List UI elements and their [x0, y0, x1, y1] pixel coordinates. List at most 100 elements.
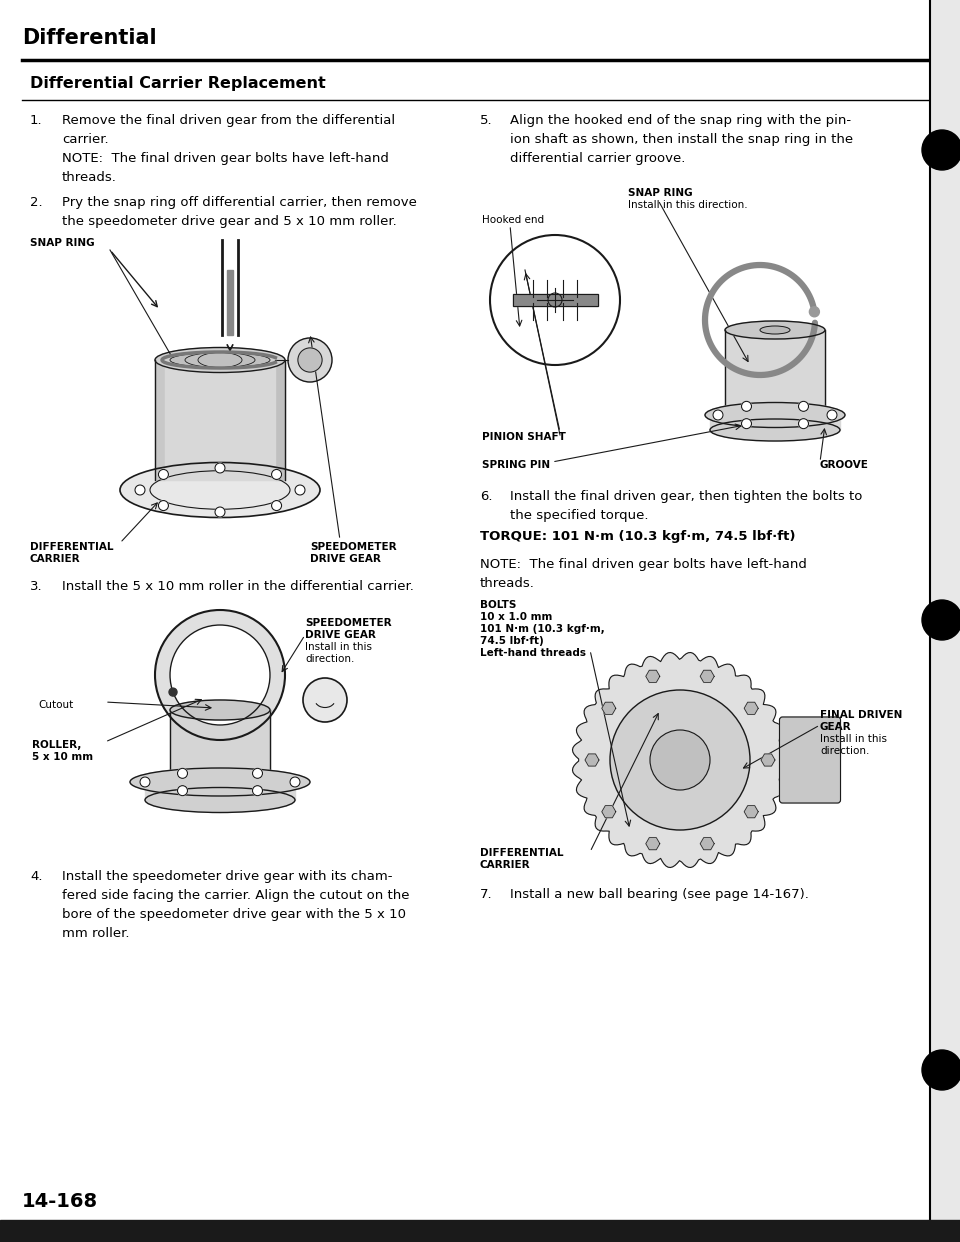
Text: Differential Carrier Replacement: Differential Carrier Replacement	[30, 76, 325, 91]
Text: direction.: direction.	[305, 655, 354, 664]
Polygon shape	[170, 710, 270, 800]
Circle shape	[215, 507, 225, 517]
Text: Install in this direction.: Install in this direction.	[628, 200, 748, 210]
Text: SPEEDOMETER: SPEEDOMETER	[310, 542, 396, 551]
Polygon shape	[744, 806, 758, 817]
Text: 74.5 lbf·ft): 74.5 lbf·ft)	[480, 636, 543, 646]
Bar	[930, 0, 960, 1242]
Text: 2.: 2.	[30, 196, 42, 209]
Circle shape	[713, 410, 723, 420]
Circle shape	[252, 769, 262, 779]
Text: 3.: 3.	[30, 580, 42, 592]
Ellipse shape	[170, 353, 270, 368]
Text: 6.: 6.	[480, 491, 492, 503]
Text: DRIVE GEAR: DRIVE GEAR	[310, 554, 381, 564]
Circle shape	[650, 730, 710, 790]
Text: SNAP RING: SNAP RING	[628, 188, 692, 197]
Text: Remove the final driven gear from the differential
carrier.: Remove the final driven gear from the di…	[62, 114, 396, 147]
Text: TORQUE: 101 N·m (10.3 kgf·m, 74.5 lbf·ft): TORQUE: 101 N·m (10.3 kgf·m, 74.5 lbf·ft…	[480, 530, 796, 543]
Circle shape	[178, 769, 187, 779]
Circle shape	[170, 625, 270, 725]
Text: Pry the snap ring off differential carrier, then remove
the speedometer drive ge: Pry the snap ring off differential carri…	[62, 196, 417, 229]
Text: SPEEDOMETER: SPEEDOMETER	[305, 619, 392, 628]
Polygon shape	[602, 806, 615, 817]
Circle shape	[922, 130, 960, 170]
Text: FINAL DRIVEN: FINAL DRIVEN	[820, 710, 902, 720]
Text: Left-hand threads: Left-hand threads	[480, 648, 586, 658]
Circle shape	[303, 678, 347, 722]
Text: 5.: 5.	[480, 114, 492, 127]
Text: 7.: 7.	[480, 888, 492, 900]
FancyBboxPatch shape	[165, 360, 275, 479]
Polygon shape	[744, 702, 758, 714]
Circle shape	[155, 610, 285, 740]
Polygon shape	[700, 837, 714, 850]
Polygon shape	[725, 330, 825, 430]
Ellipse shape	[145, 787, 295, 812]
Circle shape	[215, 463, 225, 473]
Circle shape	[490, 235, 620, 365]
Polygon shape	[646, 671, 660, 682]
Text: Install a new ball bearing (see page 14-167).: Install a new ball bearing (see page 14-…	[510, 888, 809, 900]
Ellipse shape	[760, 325, 790, 334]
Text: Install in this: Install in this	[820, 734, 887, 744]
Circle shape	[741, 401, 752, 411]
Polygon shape	[572, 652, 787, 867]
Text: SNAP RING: SNAP RING	[30, 238, 95, 248]
Text: Install in this: Install in this	[305, 642, 372, 652]
Circle shape	[140, 777, 150, 787]
Text: SPRING PIN: SPRING PIN	[482, 460, 550, 469]
FancyBboxPatch shape	[780, 717, 841, 804]
Text: NOTE:  The final driven gear bolts have left-hand
threads.: NOTE: The final driven gear bolts have l…	[62, 152, 389, 184]
Text: 14-168: 14-168	[22, 1192, 98, 1211]
Circle shape	[135, 484, 145, 496]
Text: carmanualsonline.info: carmanualsonline.info	[680, 1232, 796, 1242]
Polygon shape	[602, 702, 615, 714]
Circle shape	[741, 419, 752, 428]
Text: BOLTS: BOLTS	[480, 600, 516, 610]
Polygon shape	[710, 415, 840, 430]
Polygon shape	[646, 837, 660, 850]
Circle shape	[295, 484, 305, 496]
Text: direction.: direction.	[820, 746, 870, 756]
Ellipse shape	[120, 462, 320, 518]
Ellipse shape	[710, 419, 840, 441]
Text: 1.: 1.	[30, 114, 42, 127]
Circle shape	[298, 348, 323, 373]
Circle shape	[610, 691, 750, 830]
Circle shape	[922, 600, 960, 640]
Polygon shape	[700, 671, 714, 682]
Text: Align the hooked end of the snap ring with the pin-
ion shaft as shown, then ins: Align the hooked end of the snap ring wi…	[510, 114, 853, 165]
Circle shape	[799, 401, 808, 411]
Ellipse shape	[725, 320, 825, 339]
Circle shape	[272, 501, 281, 510]
Ellipse shape	[705, 402, 845, 427]
Circle shape	[809, 307, 820, 317]
Circle shape	[178, 786, 187, 796]
Text: Hooked end: Hooked end	[482, 215, 544, 225]
Text: Install the final driven gear, then tighten the bolts to
the specified torque.: Install the final driven gear, then tigh…	[510, 491, 862, 522]
Circle shape	[252, 786, 262, 796]
Circle shape	[288, 338, 332, 383]
Text: 101 N·m (10.3 kgf·m,: 101 N·m (10.3 kgf·m,	[480, 623, 605, 633]
Ellipse shape	[155, 348, 285, 373]
Polygon shape	[155, 360, 165, 479]
Polygon shape	[275, 360, 285, 479]
Polygon shape	[585, 754, 599, 766]
Text: PINION SHAFT: PINION SHAFT	[482, 432, 565, 442]
Text: DIFFERENTIAL: DIFFERENTIAL	[480, 848, 564, 858]
Text: 4.: 4.	[30, 869, 42, 883]
Polygon shape	[761, 754, 775, 766]
Text: CARRIER: CARRIER	[30, 554, 81, 564]
Circle shape	[922, 1049, 960, 1090]
Polygon shape	[227, 270, 233, 335]
Circle shape	[827, 410, 837, 420]
Text: CARRIER: CARRIER	[480, 859, 531, 869]
Circle shape	[290, 777, 300, 787]
Circle shape	[272, 469, 281, 479]
Bar	[0, 1220, 960, 1242]
Text: ROLLER,: ROLLER,	[32, 740, 82, 750]
Text: DIFFERENTIAL: DIFFERENTIAL	[30, 542, 113, 551]
Text: DRIVE GEAR: DRIVE GEAR	[305, 630, 376, 640]
Text: GEAR: GEAR	[820, 722, 852, 732]
